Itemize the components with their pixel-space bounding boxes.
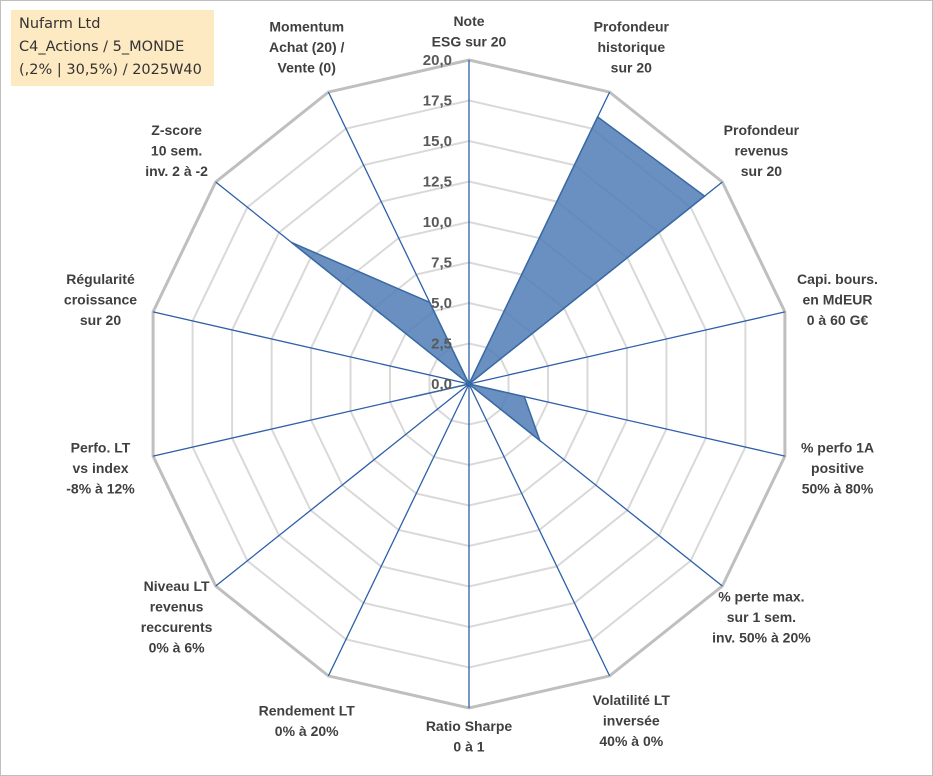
axis-label-0: Note ESG sur 20 [432, 13, 507, 50]
info-box: Nufarm Ltd C4_Actions / 5_MONDE (,2% | 3… [11, 10, 214, 86]
axis-label-10: Perfo. LT vs index -8% à 12% [66, 439, 135, 496]
axis-label-2: Profondeur revenus sur 20 [724, 122, 800, 179]
tick-label: 5,0 [431, 295, 452, 312]
axis-label-5: % perte max. sur 1 sem. inv. 50% à 20% [712, 588, 811, 645]
axis-label-4: % perfo 1A positive 50% à 80% [801, 439, 874, 496]
info-category: C4_Actions / 5_MONDE [19, 39, 185, 55]
tick-label: 10,0 [423, 214, 452, 231]
info-company: Nufarm Ltd [19, 16, 101, 32]
tick-label: 15,0 [423, 133, 452, 150]
data-point-1 [596, 116, 599, 118]
tick-label: 12,5 [423, 174, 452, 191]
tick-label: 2,5 [431, 336, 452, 353]
data-point-12 [290, 241, 293, 244]
axis-label-3: Capi. bours. en MdEUR 0 à 60 G€ [797, 271, 878, 328]
axis-label-12: Z-score 10 sem. inv. 2 à -2 [145, 122, 208, 179]
axis-label-13: Momentum Achat (20) / Vente (0) [269, 18, 345, 75]
axis-spoke-11 [152, 311, 470, 385]
tick-label: 7,5 [431, 255, 452, 272]
axis-label-9: Niveau LT revenus reccurents 0% à 6% [141, 578, 213, 656]
tick-label: 20,0 [423, 52, 452, 69]
tick-label: 17,5 [423, 93, 452, 110]
axis-label-1: Profondeur historique sur 20 [594, 18, 670, 75]
tick-label: 0,0 [431, 376, 452, 393]
data-point-5 [539, 439, 541, 442]
axis-label-11: Régularité croissance sur 20 [64, 271, 137, 328]
axis-spoke-6 [468, 383, 611, 677]
axis-spoke-8 [327, 383, 470, 677]
axis-label-6: Volatilité LT inversée 40% à 0% [593, 692, 671, 749]
axis-label-7: Ratio Sharpe 0 à 1 [426, 718, 513, 755]
axis-spoke-3 [468, 311, 786, 385]
series-area-0 [291, 115, 706, 443]
data-point-2 [703, 195, 706, 197]
axis-label-8: Rendement LT 0% à 20% [259, 703, 356, 740]
data-point-13 [428, 301, 431, 304]
data-point-11 [468, 383, 470, 385]
data-point-4 [523, 395, 526, 398]
axis-spoke-9 [215, 383, 470, 587]
info-period: (,2% | 30,5%) / 2025W40 [19, 62, 202, 78]
data-point-10 [414, 395, 417, 398]
